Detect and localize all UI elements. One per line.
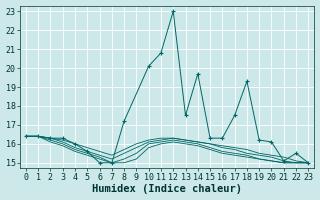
X-axis label: Humidex (Indice chaleur): Humidex (Indice chaleur) — [92, 184, 242, 194]
